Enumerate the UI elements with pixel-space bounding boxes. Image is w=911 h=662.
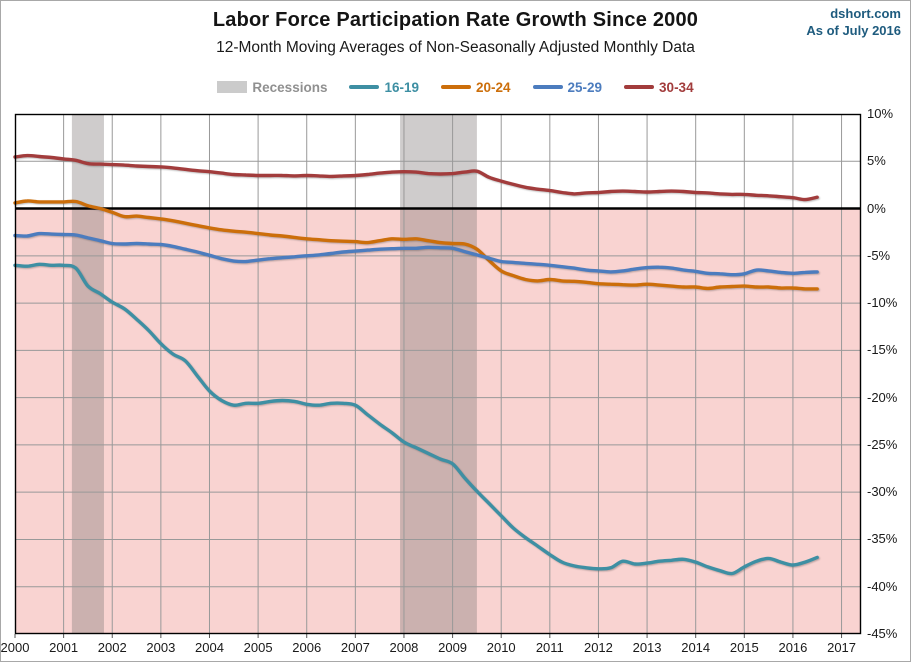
20-24-line-swatch bbox=[440, 85, 471, 89]
watermark-asof: As of July 2016 bbox=[806, 22, 901, 38]
legend-item-16-19: 16-19 bbox=[349, 80, 419, 95]
legend-label: Recessions bbox=[252, 79, 328, 95]
plot-area bbox=[13, 113, 862, 638]
30-34-line-swatch bbox=[624, 85, 655, 89]
x-axis-label: 2003 bbox=[146, 640, 176, 655]
x-axis-label: 2009 bbox=[438, 640, 468, 655]
recession-band bbox=[400, 114, 477, 634]
legend-label: 30-34 bbox=[659, 79, 694, 95]
chart-subtitle: 12-Month Moving Averages of Non-Seasonal… bbox=[216, 39, 695, 56]
series-line-30-34 bbox=[13, 153, 819, 202]
y-axis-label: -30% bbox=[867, 484, 898, 500]
y-axis-label: -25% bbox=[867, 436, 898, 452]
recessions-swatch bbox=[217, 81, 248, 93]
16-19-line-swatch bbox=[349, 85, 380, 89]
watermark: dshort.com As of July 2016 bbox=[806, 6, 901, 40]
negative-region-fill bbox=[15, 208, 861, 634]
legend-item-25-29: 25-29 bbox=[532, 79, 603, 95]
y-axis-label: -10% bbox=[867, 295, 898, 311]
x-axis-label: 2011 bbox=[535, 640, 564, 655]
x-axis-label: 2006 bbox=[292, 640, 322, 655]
chart-canvas bbox=[13, 113, 862, 638]
y-axis-label: -5% bbox=[867, 247, 891, 263]
x-axis-label: 2000 bbox=[0, 640, 30, 655]
series-line-20-24 bbox=[13, 199, 819, 291]
x-axis-label: 2016 bbox=[778, 640, 808, 655]
y-axis-label: -40% bbox=[867, 578, 898, 594]
recession-band bbox=[71, 114, 104, 634]
plot-border bbox=[14, 113, 862, 635]
y-axis-label: -20% bbox=[867, 389, 898, 405]
series-line-16-19 bbox=[13, 262, 819, 576]
x-axis-label: 2001 bbox=[49, 640, 79, 655]
x-axis-label: 2008 bbox=[389, 640, 419, 655]
y-axis-label: -35% bbox=[867, 531, 898, 547]
25-29-line-swatch bbox=[532, 85, 563, 89]
legend-label: 25-29 bbox=[567, 79, 603, 95]
x-axis-label: 2017 bbox=[827, 640, 857, 655]
y-axis-label: 5% bbox=[867, 153, 886, 169]
series-line-25-29 bbox=[13, 231, 819, 277]
x-axis-label: 2014 bbox=[681, 640, 711, 655]
x-axis-label: 2005 bbox=[243, 640, 273, 655]
x-axis-label: 2012 bbox=[583, 640, 613, 655]
legend-label: 16-19 bbox=[384, 79, 419, 95]
y-axis-label: -15% bbox=[867, 342, 898, 358]
x-axis-label: 2004 bbox=[195, 640, 224, 655]
x-axis-label: 2015 bbox=[729, 640, 759, 655]
x-axis-label: 2007 bbox=[340, 640, 370, 655]
watermark-site: dshort.com bbox=[830, 6, 901, 21]
x-axis-label: 2010 bbox=[486, 640, 516, 655]
legend-label: 20-24 bbox=[475, 79, 511, 95]
y-axis-label: -45% bbox=[867, 626, 898, 641]
y-axis-label: 0% bbox=[867, 200, 886, 216]
y-axis-label: 10% bbox=[867, 106, 894, 121]
legend: Recessions 16-19 20-24 25-29 30-34 bbox=[1, 77, 910, 97]
legend-item-recessions: Recessions bbox=[217, 80, 327, 95]
x-axis-label: 2002 bbox=[97, 640, 127, 655]
x-axis-label: 2013 bbox=[632, 640, 662, 655]
legend-item-20-24: 20-24 bbox=[440, 79, 511, 95]
legend-item-30-34: 30-34 bbox=[624, 80, 694, 95]
chart-title: Labor Force Participation Rate Growth Si… bbox=[212, 9, 699, 31]
